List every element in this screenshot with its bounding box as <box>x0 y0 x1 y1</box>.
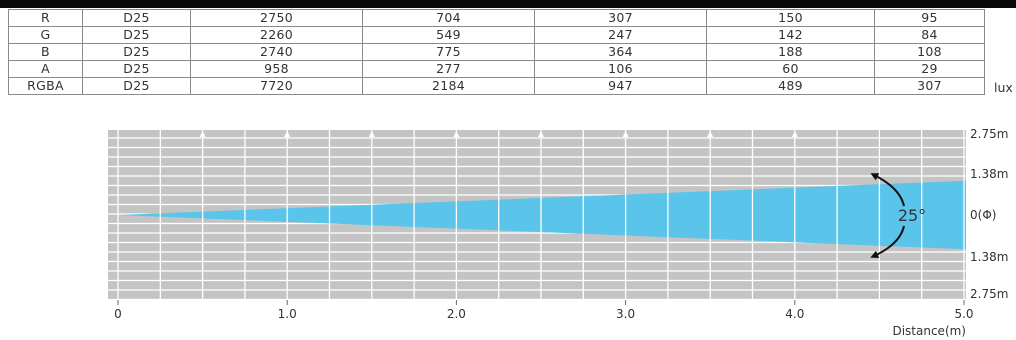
setting-cell: D25 <box>82 43 191 61</box>
distance-arrow-icon <box>453 131 460 137</box>
x-tick-label: 1.0 <box>278 307 297 321</box>
x-tick-label: 5.0 <box>954 307 973 321</box>
angle-arc-lower <box>870 225 905 258</box>
distance-arrow-icon <box>284 131 291 137</box>
distance-arrow-icon <box>368 131 375 137</box>
top-edge-bar <box>0 0 1016 8</box>
lux-value-cell: 307 <box>534 9 707 27</box>
vertical-grid <box>117 130 965 300</box>
distance-axis: 0 1.0 2.0 3.0 4.0 5.0 <box>114 300 974 321</box>
height-label-bottom-outer: 2.75m <box>970 287 1008 301</box>
height-label-top-inner: 1.38m <box>970 167 1008 181</box>
distance-arrow-icon <box>707 131 714 137</box>
lux-value-cell: 947 <box>534 77 707 95</box>
height-labels: 2.75m 1.38m 0(Φ) 1.38m 2.75m <box>970 127 1008 301</box>
lux-value-cell: 489 <box>706 77 875 95</box>
beam-cone-layer <box>118 180 966 250</box>
x-tick-label: 0 <box>114 307 122 321</box>
lux-value-cell: 2260 <box>190 26 363 44</box>
x-tick-label: 3.0 <box>616 307 635 321</box>
lux-value-cell: 7720 <box>190 77 363 95</box>
beam-angle-indicator: 25° <box>870 173 926 258</box>
angle-arc-upper <box>870 173 905 207</box>
color-cell: RGBA <box>8 77 83 95</box>
table-row: G D25 2260 549 247 142 84 <box>8 26 985 44</box>
x-tick-label: 2.0 <box>447 307 466 321</box>
distance-axis-label: Distance(m) <box>892 324 966 338</box>
lux-value-cell: 2184 <box>362 77 535 95</box>
distance-arrows <box>199 131 798 137</box>
lux-value-cell: 307 <box>874 77 985 95</box>
distance-arrow-icon <box>622 131 629 137</box>
distance-arrow-icon <box>791 131 798 137</box>
height-label-top-outer: 2.75m <box>970 127 1008 141</box>
lux-unit-label: lux <box>994 80 1013 95</box>
beam-cone <box>118 180 966 250</box>
distance-arrow-icon <box>538 131 544 137</box>
illuminance-table-body: R D25 2750 704 307 150 95 G D25 2260 549 247 142 84 B D… <box>8 9 985 95</box>
height-label-bottom-inner: 1.38m <box>970 250 1008 264</box>
x-tick-label: 4.0 <box>785 307 804 321</box>
distance-arrow-icon <box>199 131 206 137</box>
table-row: RGBA D25 7720 2184 947 489 307 <box>8 77 985 95</box>
setting-cell: D25 <box>82 77 191 95</box>
table-row: B D25 2740 775 364 188 108 <box>8 43 985 61</box>
lux-value-cell: 95 <box>874 9 985 27</box>
setting-cell: D25 <box>82 26 191 44</box>
height-label-center: 0(Φ) <box>970 208 996 222</box>
beam-angle-label: 25° <box>898 206 926 225</box>
illuminance-table: R D25 2750 704 307 150 95 G D25 2260 549 247 142 84 B D… <box>8 9 985 95</box>
